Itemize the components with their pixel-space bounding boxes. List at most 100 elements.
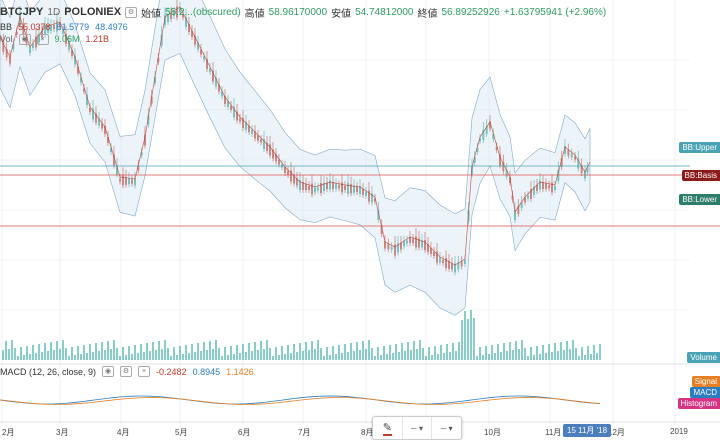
candle-body: [577, 158, 580, 169]
volume-bar: [386, 354, 388, 360]
candle-body: [464, 260, 466, 264]
candle-body: [424, 240, 426, 250]
volume-value: 9.06M: [54, 34, 80, 44]
low-value: 54.74812000: [355, 6, 414, 18]
candle-body: [140, 152, 143, 156]
volume-bar: [395, 344, 397, 360]
volume-bar: [506, 351, 508, 360]
volume-bar: [368, 340, 370, 360]
volume-name[interactable]: Vol: [0, 34, 13, 44]
x-tick: 8月: [361, 428, 374, 437]
candle-body: [2, 41, 5, 52]
candle-body: [536, 185, 538, 191]
pencil-icon[interactable]: ✎: [373, 417, 403, 439]
volume-bar: [551, 352, 553, 360]
candle-body: [305, 184, 307, 190]
volume-bar: [401, 343, 403, 360]
volume-bar: [8, 349, 10, 360]
candle-body: [397, 243, 399, 253]
candle-body: [218, 84, 220, 92]
candle-body: [551, 182, 553, 193]
timeframe[interactable]: 1D: [47, 6, 61, 18]
volume-bar: [2, 350, 4, 360]
candle-body: [248, 126, 250, 132]
volume-bar: [77, 346, 79, 360]
candle-body: [98, 118, 100, 126]
x-tick: 12月: [608, 428, 625, 437]
candle-body: [368, 190, 370, 202]
candle-body: [356, 187, 358, 193]
candle-body: [35, 36, 37, 48]
candle-body: [278, 159, 280, 165]
volume-bar: [140, 344, 142, 360]
candle-body: [221, 91, 223, 97]
volume-bar: [341, 353, 343, 360]
candle-body: [150, 96, 153, 104]
candle-body: [317, 187, 319, 191]
candle-body: [173, 12, 175, 16]
volume-bar: [380, 355, 382, 360]
candle-body: [104, 126, 106, 134]
time-axis[interactable]: 2月 3月 4月 5月 6月 7月 8月 9月 10月 11月 12月 2019: [0, 424, 720, 440]
close-icon[interactable]: ×: [138, 366, 151, 377]
volume-bar: [230, 346, 232, 360]
low-label: 安値: [331, 8, 352, 20]
signal-label: Signal: [691, 376, 720, 387]
eye-icon[interactable]: ◉: [102, 366, 115, 377]
settings-icon[interactable]: ⚙: [125, 6, 138, 18]
volume-bar: [47, 351, 49, 360]
volume-bar: [512, 350, 514, 360]
volume-bar: [155, 350, 157, 360]
volume-bar: [302, 351, 304, 360]
volume-bar: [206, 350, 208, 360]
candle-body: [287, 171, 289, 175]
candle-body: [505, 169, 508, 177]
volume-bar: [95, 343, 97, 360]
volume-bar: [320, 348, 322, 360]
volume-bar: [116, 348, 118, 360]
candle-body: [62, 30, 64, 34]
volume-bar: [563, 350, 565, 360]
candle-body: [482, 130, 485, 140]
volume-bar: [422, 348, 424, 360]
candle-body: [586, 167, 589, 173]
volume-bar: [32, 345, 34, 360]
volume-bar: [35, 353, 37, 360]
candle-body: [567, 149, 570, 156]
volume-bar: [26, 346, 28, 360]
volume-bar: [221, 356, 223, 360]
bb-name[interactable]: BB: [0, 22, 13, 32]
line-width-dropdown[interactable]: ─ ▾: [440, 423, 453, 433]
candle-body: [436, 251, 438, 263]
volume-bar: [41, 352, 43, 360]
volume-bar: [62, 340, 64, 360]
volume-bar: [458, 342, 460, 360]
line-style-dropdown[interactable]: ─ ▾: [403, 417, 433, 439]
candle-body: [242, 118, 244, 128]
candle-body: [260, 139, 262, 143]
x-tick: 11月: [545, 428, 562, 437]
settings-icon[interactable]: ⚙: [120, 366, 133, 377]
macd-name[interactable]: MACD (12, 26, close, 9): [0, 366, 97, 377]
volume-bar: [278, 355, 280, 360]
candle-body: [191, 31, 193, 37]
volume-bar: [191, 344, 193, 360]
eye-icon[interactable]: ◉: [18, 34, 31, 45]
x-tick: 7月: [298, 428, 311, 437]
close-icon[interactable]: ×: [36, 34, 49, 45]
volume-bar: [209, 341, 211, 360]
volume-bar: [323, 356, 325, 360]
candle-body: [50, 25, 52, 31]
volume-label: Volume: [687, 352, 720, 363]
candle-body: [400, 242, 402, 250]
symbol-name[interactable]: BTCJPY: [0, 6, 44, 18]
candle-body: [545, 183, 547, 189]
volume-bar: [503, 343, 505, 360]
candle-body: [442, 260, 444, 264]
volume-bar: [290, 353, 292, 360]
candle-body: [492, 134, 495, 140]
volume-bar: [137, 353, 139, 360]
bb-basis-value: 55.0378: [18, 22, 51, 32]
